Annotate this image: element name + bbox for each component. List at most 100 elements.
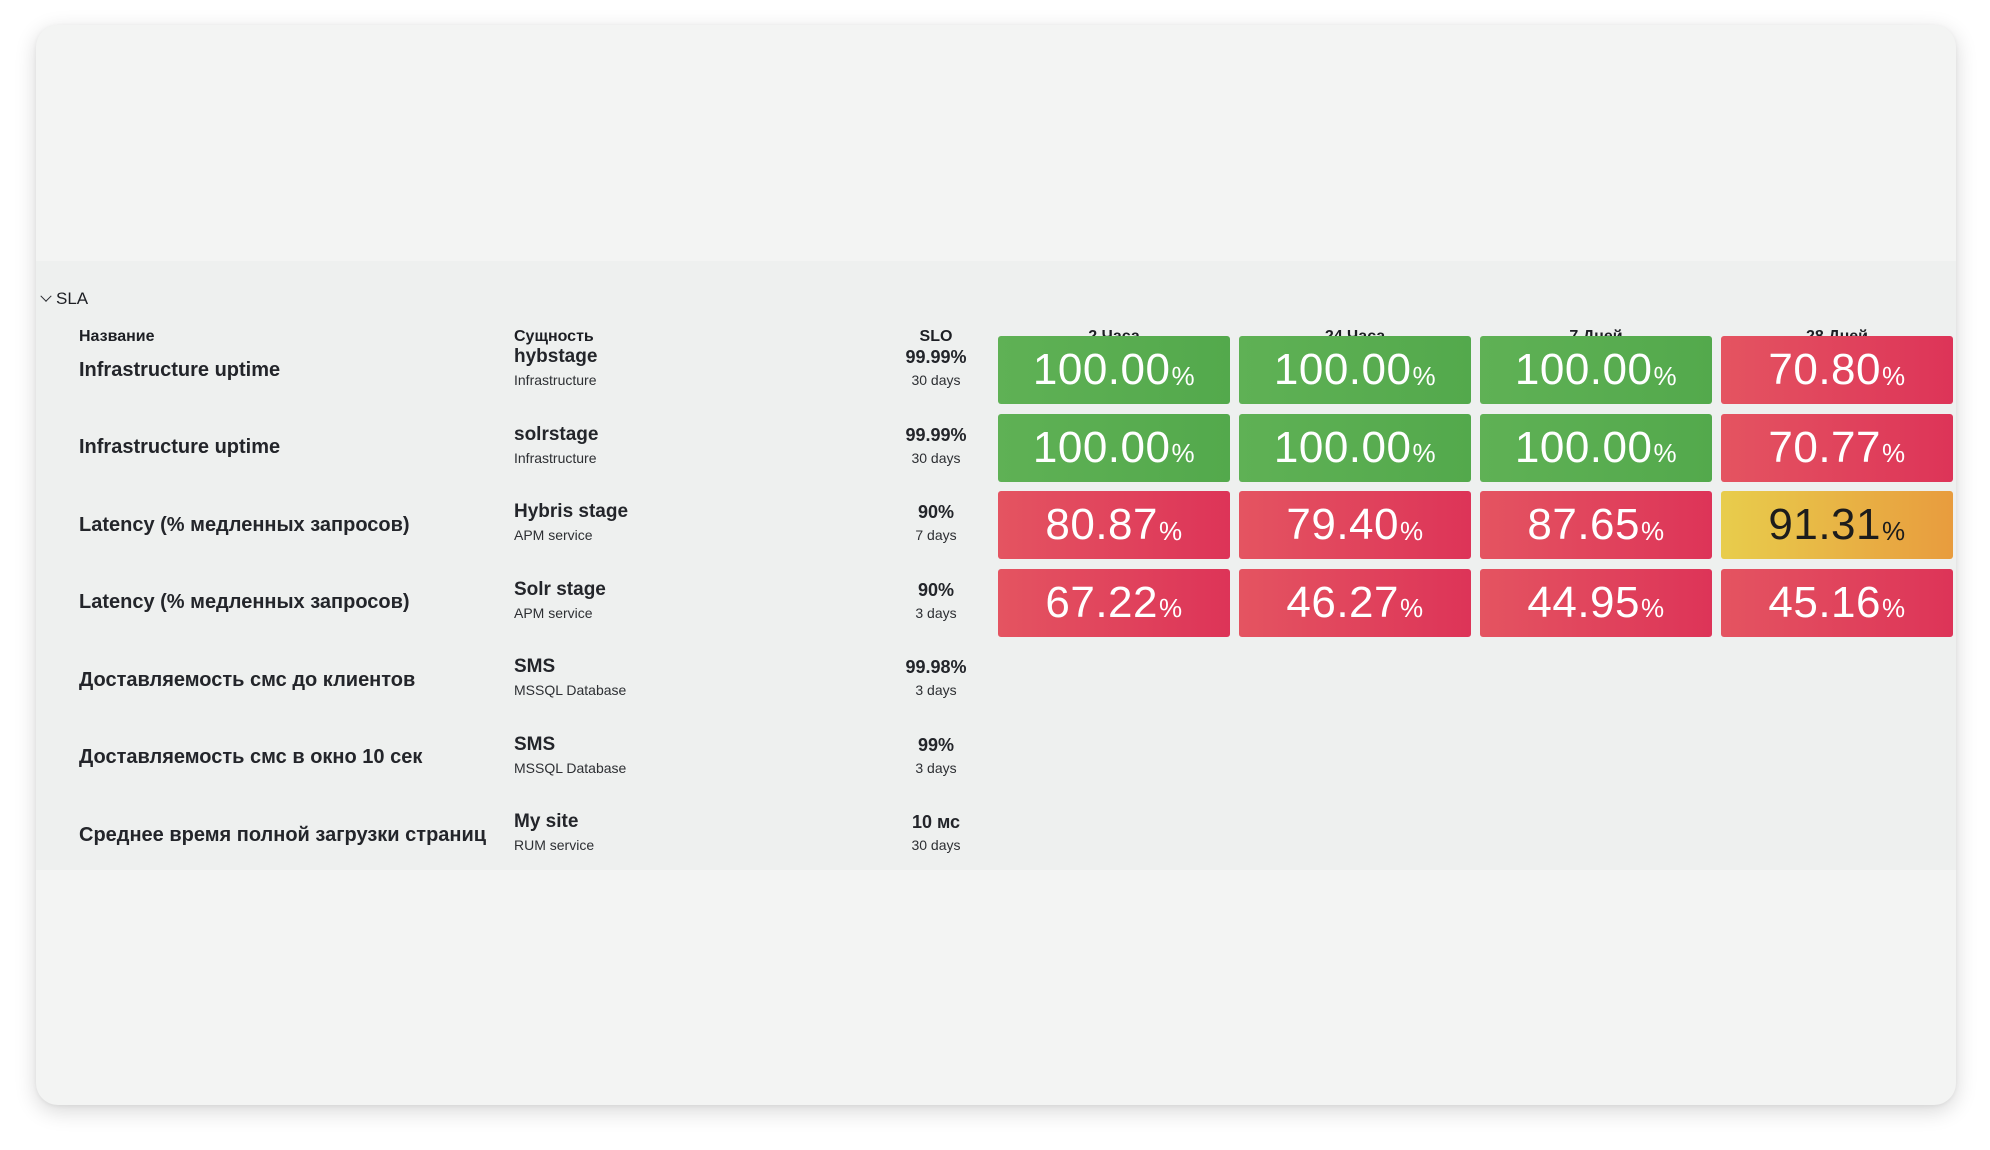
sla-section-toggle[interactable]: SLA [40,289,89,309]
slo-cell: 90% 7 days [856,500,1016,543]
tile-value: 91.31 [1768,500,1881,549]
entity-cell: SMS MSSQL Database [514,655,626,698]
slo-period: 30 days [911,837,961,853]
slo-status-tile[interactable]: 67.22% [998,568,1230,637]
table-row[interactable]: Доставляемость смс в окно 10 сек SMS MSSQL… [36,724,1956,801]
entity-cell: SMS MSSQL Database [514,733,626,776]
tile-value: 100.00 [1514,422,1653,472]
entity-type: APM service [514,604,593,621]
slo-name: Доставляемость смс до клиентов [79,668,416,691]
slo-status-tile[interactable]: 70.80% [1721,336,1953,404]
slo-target: 10 мс [911,812,961,832]
tile-unit: % [1653,360,1678,391]
tile-unit: % [1412,360,1437,391]
section-label: SLA [56,289,89,308]
slo-target: 99% [917,734,955,755]
slo-status-tile[interactable]: 100.00% [1480,413,1712,482]
slo-status-tile[interactable]: 100.00% [1239,413,1471,482]
tile-value: 79.40 [1286,500,1399,549]
entity-name[interactable]: SMS [514,733,556,755]
slo-target: 99.99% [905,424,967,445]
entity-type: APM service [514,527,593,543]
tile-unit: % [1399,593,1424,623]
tile-value: 70.77 [1768,422,1881,472]
slo-target: 99.98% [905,657,967,677]
entity-type: Infrastructure [514,372,597,388]
tile-unit: % [1158,515,1183,546]
slo-cell: 99.98% 3 days [856,655,1016,698]
tile-unit: % [1412,438,1437,468]
slo-status-tile[interactable]: 70.77% [1721,413,1953,482]
tile-value: 46.27 [1286,577,1399,627]
slo-status-tile[interactable]: 87.65% [1480,491,1712,559]
slo-period: 3 days [915,759,957,776]
column-header-slo: SLO [919,328,953,345]
tile-value: 100.00 [1273,422,1412,472]
tile-unit: % [1881,515,1906,546]
table-row[interactable]: Infrastructure uptime solrstage Infrastruc… [36,413,1956,491]
slo-cell: 90% 3 days [856,578,1016,621]
slo-cell: 99% 3 days [856,733,1016,776]
tile-value: 45.16 [1768,577,1881,627]
tile-value: 44.95 [1527,577,1640,627]
entity-type: MSSQL Database [514,682,627,698]
entity-name[interactable]: Solr stage [514,578,606,600]
slo-status-tile[interactable]: 80.87% [998,491,1230,559]
tile-unit: % [1171,360,1196,391]
chevron-down-icon [40,290,52,302]
table-row[interactable]: Доставляемость смс до клиентов SMS MSSQL D… [36,646,1956,723]
slo-name: Infrastructure uptime [79,436,281,458]
slo-name: Среднее время полной загрузки страниц [79,823,487,846]
slo-target: 90% [917,579,955,600]
tile-value: 100.00 [1032,422,1171,472]
slo-status-tile[interactable]: 100.00% [1480,336,1712,404]
slo-period: 3 days [915,682,957,698]
slo-status-tile[interactable]: 100.00% [998,336,1230,404]
slo-status-tile[interactable]: 44.95% [1480,568,1712,637]
entity-type: RUM service [514,837,595,853]
tile-value: 100.00 [1273,345,1412,394]
entity-type: Infrastructure [514,449,597,466]
slo-period: 3 days [915,604,957,621]
table-row[interactable]: Среднее время полной загрузки страниц My … [36,801,1956,878]
slo-cell: 10 мс 30 days [856,810,1016,853]
tile-unit: % [1881,360,1906,391]
tile-value: 67.22 [1045,577,1158,627]
slo-period: 30 days [911,449,961,466]
tile-value: 87.65 [1527,500,1640,549]
tile-unit: % [1399,515,1424,546]
entity-cell: Solr stage APM service [514,578,606,621]
tile-unit: % [1158,593,1183,623]
slo-target: 90% [917,502,955,522]
entity-name[interactable]: solrstage [514,423,599,445]
entity-name[interactable]: SMS [514,656,556,677]
tile-unit: % [1640,593,1665,623]
slo-status-tile[interactable]: 46.27% [1239,568,1471,637]
slo-status-tile[interactable]: 91.31% [1721,491,1953,559]
slo-period: 30 days [911,372,961,388]
slo-name: Latency (% медленных запросов) [79,513,410,536]
entity-cell: Hybris stage APM service [514,500,628,543]
tile-unit: % [1881,438,1906,468]
slo-status-tile[interactable]: 45.16% [1721,568,1953,637]
column-header-entity: Сущность [514,328,594,345]
table-row[interactable]: Latency (% медленных запросов) Solr stage… [36,568,1956,646]
tile-value: 100.00 [1032,345,1171,394]
entity-type: MSSQL Database [514,759,627,776]
entity-cell: hybstage Infrastructure [514,345,597,388]
tile-value: 70.80 [1768,345,1881,394]
entity-cell: solrstage Infrastructure [514,423,598,466]
table-row[interactable]: Latency (% медленных запросов) Hybris sta… [36,491,1956,568]
tile-unit: % [1640,515,1665,546]
entity-name[interactable]: My site [514,811,579,832]
slo-name: Infrastructure uptime [79,358,281,381]
slo-status-tile[interactable]: 79.40% [1239,491,1471,559]
slo-period: 7 days [915,527,957,543]
slo-status-tile[interactable]: 100.00% [998,413,1230,482]
slo-cell: 99.99% 30 days [856,345,1016,388]
tile-unit: % [1171,438,1196,468]
entity-name[interactable]: Hybris stage [514,501,629,522]
entity-name[interactable]: hybstage [514,346,598,367]
table-row[interactable]: Infrastructure uptime hybstage Infrastruct… [36,336,1956,413]
slo-status-tile[interactable]: 100.00% [1239,336,1471,404]
